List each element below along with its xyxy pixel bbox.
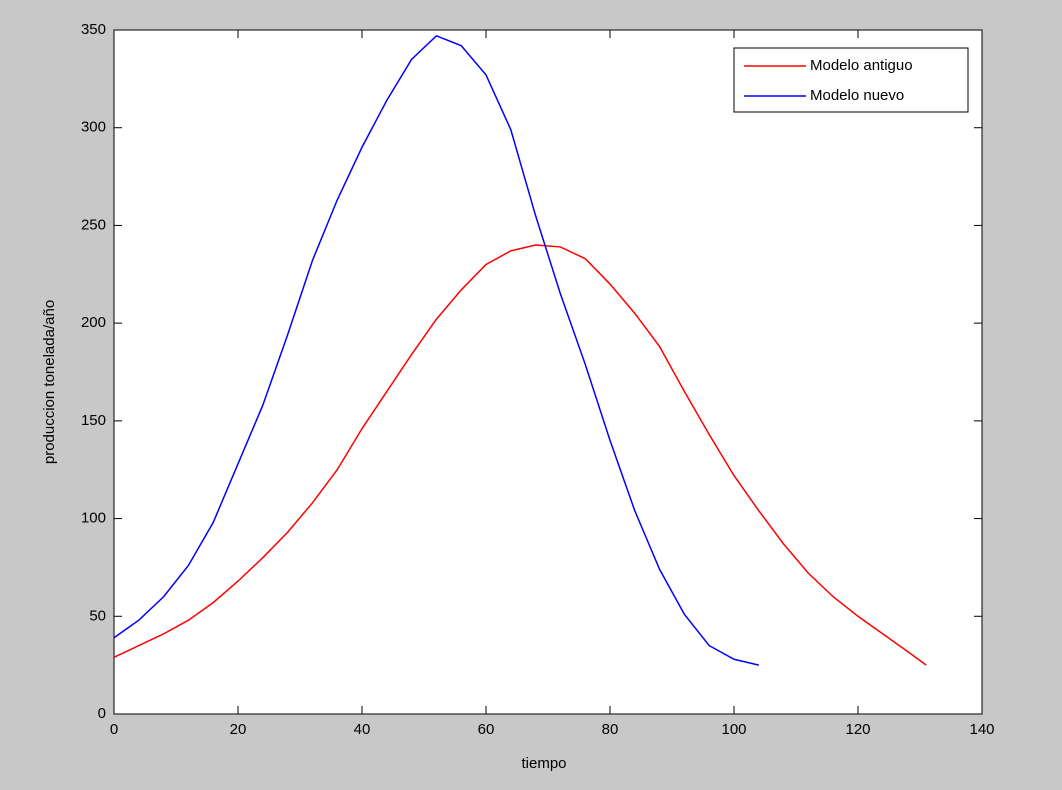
x-tick-label: 140 [969,721,994,738]
x-tick-label: 20 [230,721,247,738]
y-tick-label: 150 [81,412,106,429]
y-tick-label: 250 [81,216,106,233]
legend-label: Modelo nuevo [810,87,904,104]
series-line [113,34,759,666]
y-tick-label: 100 [81,510,106,527]
x-axis-label: tiempo [521,755,566,772]
y-tick-label: 300 [81,119,106,136]
y-tick-label: 200 [81,314,106,331]
x-tick-label: 60 [478,721,495,738]
x-tick-label: 80 [602,721,619,738]
y-tick-label: 50 [89,607,106,624]
y-axis-label: produccion tonelada/año [41,300,58,464]
x-tick-label: 120 [845,721,870,738]
x-tick-label: 40 [354,721,371,738]
x-tick-label: 0 [110,721,118,738]
y-tick-label: 350 [81,21,106,38]
legend-box [733,47,969,113]
x-tick-label: 100 [721,721,746,738]
series-line [113,244,927,666]
y-tick-label: 0 [98,705,106,722]
legend-label: Modelo antiguo [810,57,913,74]
